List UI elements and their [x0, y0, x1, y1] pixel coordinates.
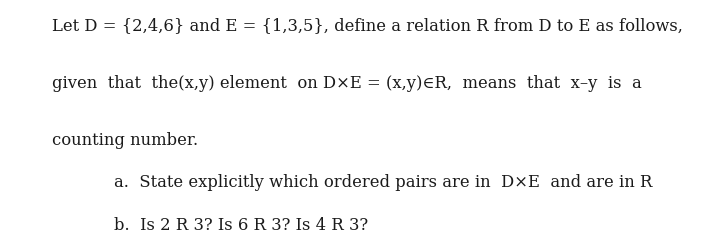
- Text: given  that  the(x,y) element  on D×E = (x,y)∈R,  means  that  x–y  is  a: given that the(x,y) element on D×E = (x,…: [52, 75, 642, 92]
- Text: a.  State explicitly which ordered pairs are in  D×E  and are in R: a. State explicitly which ordered pairs …: [114, 174, 652, 191]
- Text: counting number.: counting number.: [52, 132, 198, 149]
- Text: b.  Is 2 R 3? Is 6 R 3? Is 4 R 3?: b. Is 2 R 3? Is 6 R 3? Is 4 R 3?: [114, 217, 368, 234]
- Text: Let D = {2,4,6} and E = {1,3,5}, define a relation R from D to E as follows,: Let D = {2,4,6} and E = {1,3,5}, define …: [52, 17, 683, 34]
